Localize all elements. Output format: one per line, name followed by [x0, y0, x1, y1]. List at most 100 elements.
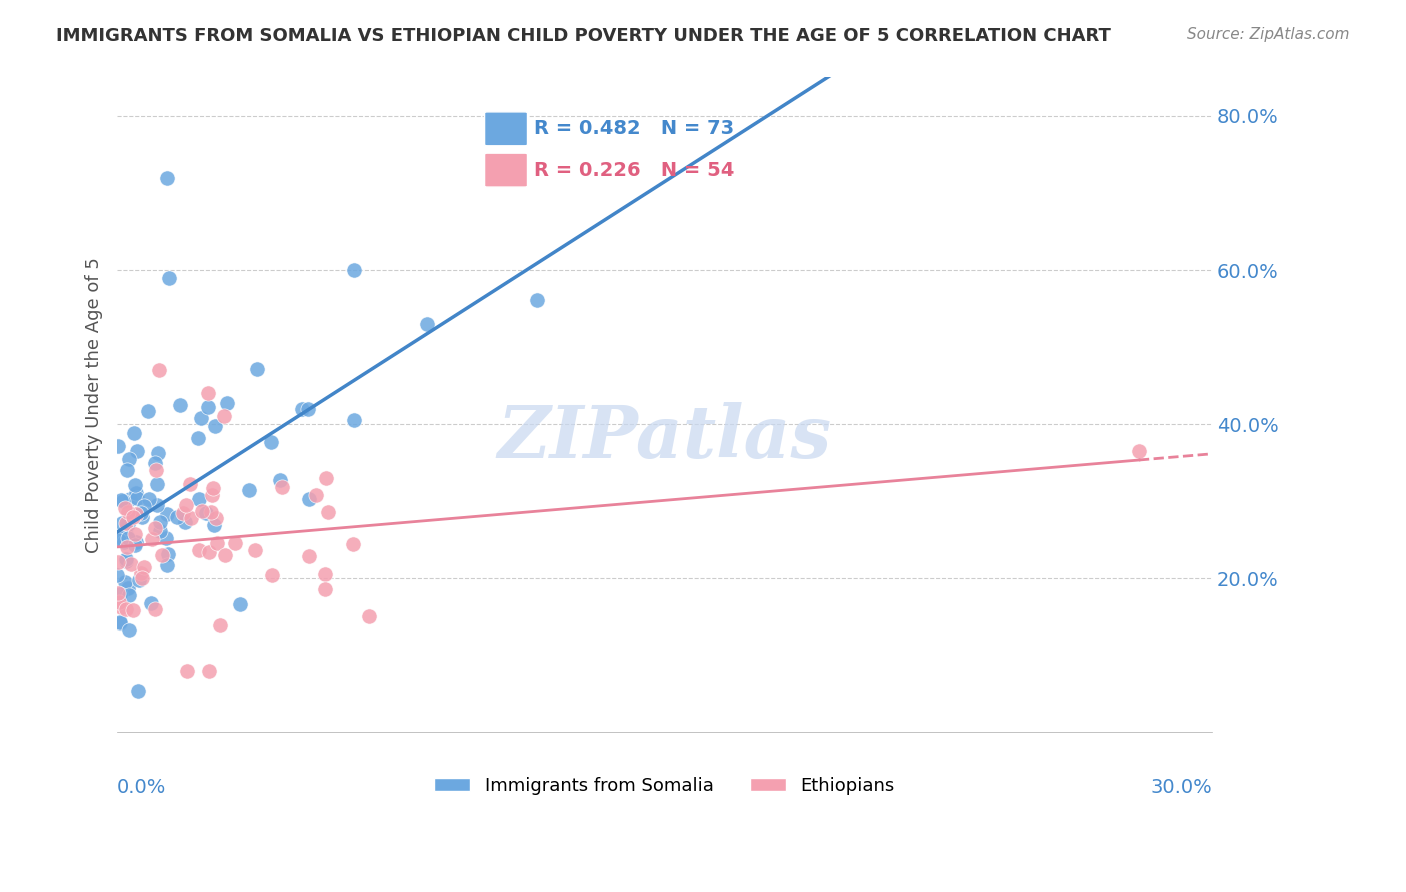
Point — [107, 595, 129, 609]
Point — [124, 477, 146, 491]
Point — [118, 452, 141, 467]
Point — [131, 571, 153, 585]
Point — [202, 481, 225, 495]
Point — [146, 476, 169, 491]
Point — [134, 560, 156, 574]
Point — [127, 684, 149, 698]
Point — [262, 567, 284, 582]
Point — [117, 517, 139, 532]
Point — [146, 446, 169, 460]
Legend: Immigrants from Somalia, Ethiopians: Immigrants from Somalia, Ethiopians — [427, 770, 901, 802]
Point — [416, 317, 439, 331]
Point — [115, 602, 138, 616]
Point — [224, 535, 246, 549]
Point — [117, 505, 139, 519]
Point — [156, 170, 179, 185]
Point — [173, 515, 195, 529]
Point — [143, 521, 166, 535]
Point — [110, 599, 132, 614]
Point — [145, 499, 167, 513]
Point — [187, 542, 209, 557]
Point — [214, 548, 236, 562]
Point — [110, 530, 132, 544]
Point — [129, 566, 152, 581]
Point — [305, 488, 328, 502]
Point — [111, 494, 134, 508]
Point — [120, 491, 142, 506]
Point — [191, 503, 214, 517]
Point — [131, 506, 153, 520]
Point — [238, 483, 260, 498]
Point — [124, 527, 146, 541]
Point — [107, 439, 129, 453]
Point — [204, 418, 226, 433]
Point — [139, 597, 162, 611]
Point — [110, 492, 132, 507]
Point — [120, 557, 142, 571]
Point — [316, 505, 339, 519]
Point — [115, 540, 138, 554]
Point — [125, 491, 148, 506]
Point — [291, 402, 314, 417]
Point — [112, 534, 135, 549]
Point — [156, 558, 179, 572]
Point — [187, 430, 209, 444]
Point — [122, 603, 145, 617]
Point — [526, 293, 548, 307]
Point — [115, 526, 138, 541]
Point — [229, 597, 252, 611]
Point — [125, 535, 148, 549]
Point — [149, 524, 172, 539]
Point — [111, 516, 134, 531]
Point — [157, 271, 180, 285]
Point — [114, 516, 136, 530]
Point — [141, 532, 163, 546]
Point — [155, 531, 177, 545]
Point — [128, 574, 150, 588]
Point — [342, 537, 364, 551]
Point — [270, 479, 292, 493]
Point — [202, 518, 225, 533]
Point — [115, 554, 138, 568]
Point — [179, 477, 201, 491]
Point — [297, 402, 319, 417]
Point — [117, 463, 139, 477]
Point — [1128, 443, 1150, 458]
Text: ZIPatlas: ZIPatlas — [498, 402, 831, 473]
Point — [108, 533, 131, 548]
Point — [108, 587, 131, 601]
Point — [176, 664, 198, 678]
Point — [197, 401, 219, 415]
Point — [150, 548, 173, 562]
Y-axis label: Child Poverty Under the Age of 5: Child Poverty Under the Age of 5 — [86, 257, 103, 553]
Point — [136, 404, 159, 418]
Point — [138, 491, 160, 506]
Point — [125, 507, 148, 521]
Point — [108, 615, 131, 629]
Point — [201, 487, 224, 501]
Point — [145, 463, 167, 477]
Point — [197, 386, 219, 401]
Point — [314, 567, 336, 582]
Point — [122, 510, 145, 524]
Text: Source: ZipAtlas.com: Source: ZipAtlas.com — [1187, 27, 1350, 42]
Point — [118, 623, 141, 637]
Point — [107, 555, 129, 569]
Point — [131, 510, 153, 524]
Point — [107, 568, 129, 582]
Point — [209, 618, 232, 632]
Point — [205, 535, 228, 549]
Point — [166, 510, 188, 524]
Point — [107, 586, 129, 600]
Point — [214, 409, 236, 423]
Point — [114, 500, 136, 515]
Point — [197, 544, 219, 558]
Point — [260, 434, 283, 449]
Point — [110, 615, 132, 630]
Point — [157, 547, 180, 561]
Point — [204, 511, 226, 525]
Text: 0.0%: 0.0% — [117, 778, 166, 797]
Point — [148, 363, 170, 377]
Point — [114, 574, 136, 589]
Point — [269, 474, 291, 488]
